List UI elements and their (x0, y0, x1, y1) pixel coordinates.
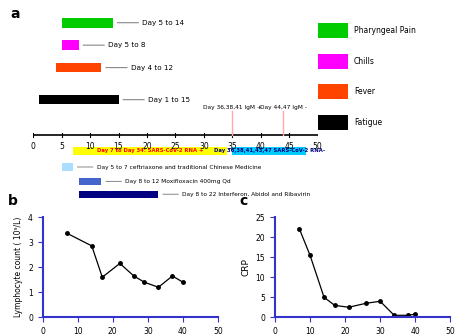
Text: 35: 35 (228, 142, 237, 151)
Bar (318, 54, 348, 69)
Text: Pharyngeal Pain: Pharyngeal Pain (354, 26, 416, 35)
Text: c: c (240, 194, 248, 208)
Text: 5: 5 (59, 142, 64, 151)
Bar (56, 63, 101, 72)
Text: Day 8 to 12 Moxifloxacin 400mg Qd: Day 8 to 12 Moxifloxacin 400mg Qd (125, 179, 231, 184)
Text: 15: 15 (114, 142, 123, 151)
Text: 40: 40 (256, 142, 265, 151)
Text: 0: 0 (31, 142, 36, 151)
Text: Chills: Chills (354, 57, 375, 66)
Text: Day 1 to 15: Day 1 to 15 (148, 97, 190, 103)
Text: 25: 25 (171, 142, 180, 151)
Bar (318, 84, 348, 99)
Bar (318, 115, 348, 130)
Text: Day 5 to 8: Day 5 to 8 (108, 42, 146, 48)
Bar (62, 163, 73, 171)
Text: Fatigue: Fatigue (354, 118, 382, 127)
Text: Day 7 to Day 34: SARS-CoV-2 RNA +: Day 7 to Day 34: SARS-CoV-2 RNA + (97, 149, 203, 153)
Text: Day 36,38,41 IgM +: Day 36,38,41 IgM + (203, 105, 262, 110)
Bar (62, 40, 79, 50)
Text: Fever: Fever (354, 87, 375, 96)
Text: b: b (8, 194, 18, 207)
Y-axis label: CRP: CRP (241, 258, 250, 276)
Text: 10: 10 (85, 142, 95, 151)
Text: 30: 30 (199, 142, 209, 151)
Bar (62, 18, 113, 27)
Bar (232, 147, 306, 155)
Text: Day 5 to 14: Day 5 to 14 (142, 20, 184, 26)
Y-axis label: Lymphocyte count ( 10⁹/L): Lymphocyte count ( 10⁹/L) (13, 217, 22, 317)
Bar (79, 178, 101, 185)
Text: Day 5 to 7 ceftriaxone and traditional Chinese Medicine: Day 5 to 7 ceftriaxone and traditional C… (97, 165, 261, 169)
Text: Day 44,47 IgM -: Day 44,47 IgM - (260, 105, 307, 110)
Text: a: a (10, 7, 20, 21)
Text: Day 36,38,41,43,47 SARS-CoV-2 RNA-: Day 36,38,41,43,47 SARS-CoV-2 RNA- (214, 149, 325, 153)
Bar (73, 147, 227, 155)
Bar (79, 191, 158, 198)
Text: 20: 20 (142, 142, 152, 151)
Text: 45: 45 (284, 142, 294, 151)
Bar (318, 23, 348, 38)
Bar (39, 95, 118, 105)
Text: 50: 50 (313, 142, 322, 151)
Text: Day 4 to 12: Day 4 to 12 (131, 64, 173, 70)
Text: Day 8 to 22 Interferon, Abidol and Ribavirin: Day 8 to 22 Interferon, Abidol and Ribav… (182, 192, 310, 197)
